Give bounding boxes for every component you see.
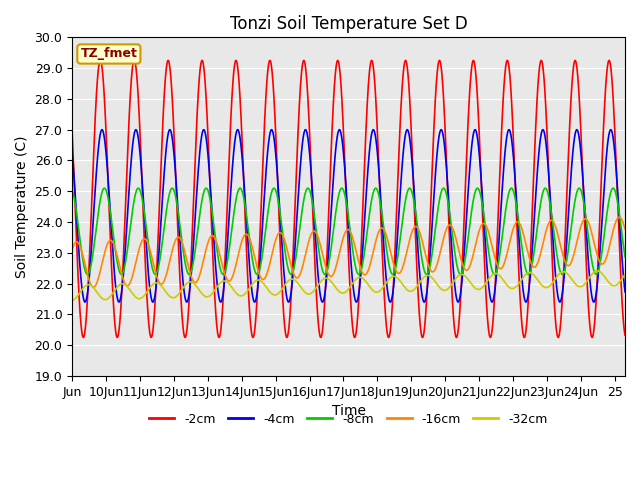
Legend: -2cm, -4cm, -8cm, -16cm, -32cm: -2cm, -4cm, -8cm, -16cm, -32cm — [145, 408, 553, 431]
Text: TZ_fmet: TZ_fmet — [81, 48, 138, 60]
X-axis label: Time: Time — [332, 404, 365, 418]
Y-axis label: Soil Temperature (C): Soil Temperature (C) — [15, 135, 29, 278]
Title: Tonzi Soil Temperature Set D: Tonzi Soil Temperature Set D — [230, 15, 467, 33]
